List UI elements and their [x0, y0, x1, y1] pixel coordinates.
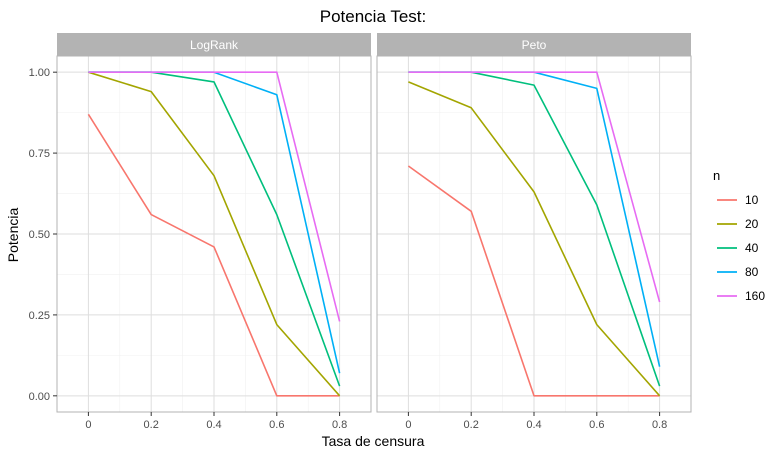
x-tick-label: 0.2 — [144, 419, 159, 431]
y-tick-label: 0.00 — [29, 391, 50, 403]
y-tick-label: 1.00 — [29, 67, 50, 79]
y-tick-label: 0.50 — [29, 229, 50, 241]
series-line-160 — [88, 71, 341, 322]
x-tick-label: 0.6 — [589, 419, 604, 431]
x-tick-label: 0.4 — [206, 419, 221, 431]
x-tick-label: 0.4 — [526, 419, 541, 431]
panel-logrank: LogRank 0 0.2 0.4 0.6 0.8 0.00 0.25 0.50 0.75 1.00 — [29, 33, 372, 431]
x-tick-label: 0.2 — [464, 419, 479, 431]
panel-peto: Peto 0 0.2 0.4 0.6 0.8 — [376, 33, 692, 431]
legend-label-20: 20 — [745, 217, 759, 231]
panel-strip-label: LogRank — [190, 38, 239, 52]
y-tick-label: 0.25 — [29, 310, 50, 322]
series-line-20 — [88, 71, 341, 397]
panels: LogRank 0 0.2 0.4 0.6 0.8 0.00 0.25 0.50 0.75 1.00… — [29, 33, 692, 431]
legend-label-10: 10 — [745, 193, 759, 207]
series-line-20 — [408, 81, 661, 397]
chart-title: Potencia Test: — [320, 7, 426, 26]
y-tick-label: 0.75 — [29, 148, 50, 160]
y-axis-label: Potencia — [5, 208, 21, 263]
x-tick-label: 0 — [405, 419, 411, 431]
legend-label-40: 40 — [745, 241, 759, 255]
legend-title: n — [713, 168, 720, 183]
x-axis-label: Tasa de censura — [322, 433, 425, 449]
legend-label-80: 80 — [745, 265, 759, 279]
series-line-10 — [407, 165, 660, 397]
x-tick-label: 0.8 — [652, 419, 667, 431]
series-line-10 — [87, 113, 340, 397]
panel-strip — [57, 33, 371, 56]
legend-label-160: 160 — [745, 289, 765, 303]
x-tick-label: 0 — [85, 419, 91, 431]
x-tick-label: 0.8 — [332, 419, 347, 431]
legend: n 10 20 40 80 160 — [713, 168, 765, 303]
x-tick-label: 0.6 — [269, 419, 284, 431]
series-line-160 — [408, 71, 661, 303]
panel-strip — [377, 33, 691, 56]
panel-strip-label: Peto — [522, 38, 547, 52]
